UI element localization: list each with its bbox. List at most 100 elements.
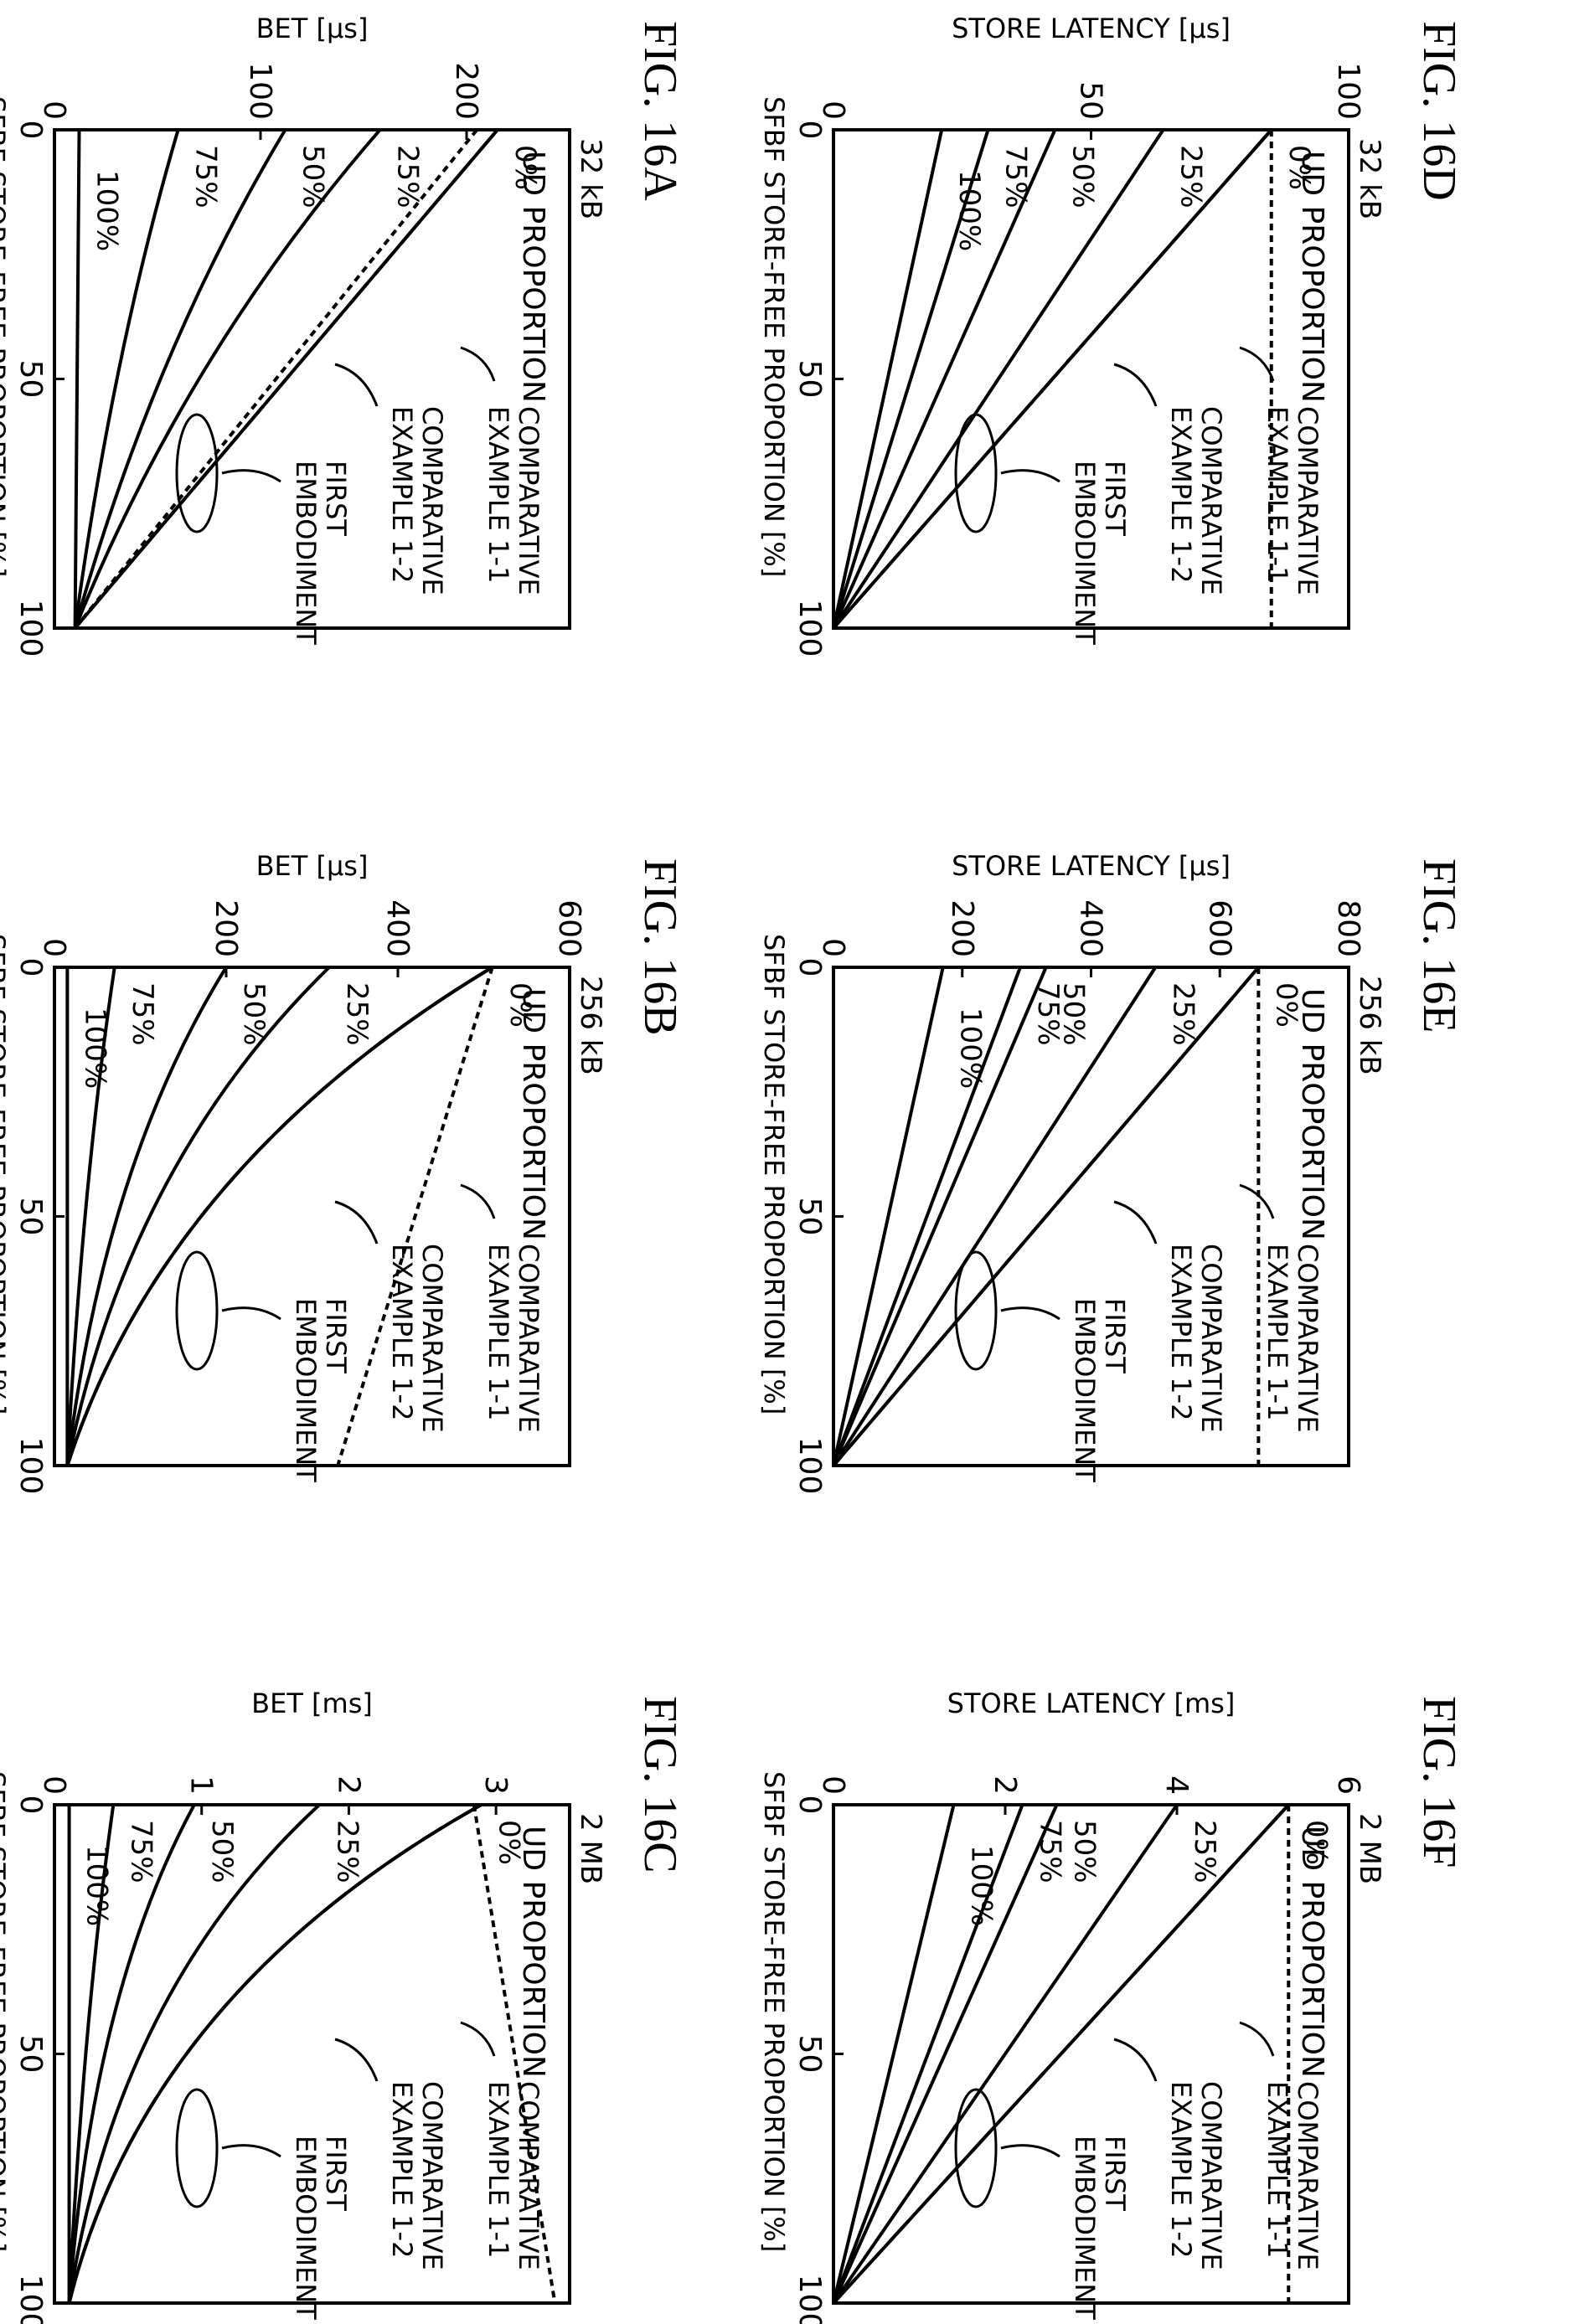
y-tick-label: 3	[478, 1775, 513, 1795]
series-first-25pct	[73, 128, 382, 629]
figure-caption: FIG. 16E	[1413, 858, 1465, 1033]
size-label: 2 MB	[1353, 1813, 1386, 1884]
ud-label: 50%	[237, 982, 271, 1046]
first-embodiment-label: FIRST	[1099, 1298, 1131, 1373]
series-first-100pct	[832, 966, 945, 1466]
series-cmp11	[336, 966, 494, 1466]
cmp12-label: EXAMPLE 1-2	[386, 1244, 418, 1420]
series-first-100pct	[832, 129, 944, 629]
first-leader	[221, 1306, 281, 1321]
series-cmp11	[472, 1804, 557, 2304]
size-label: 2 MB	[574, 1813, 607, 1884]
cmp12-label: COMPARATIVE	[1195, 2081, 1227, 2270]
y-tick-label: 0	[37, 1775, 71, 1795]
ud-proportion-label: UD PROPORTION	[516, 1826, 550, 2078]
series-first-25pct	[65, 966, 331, 1466]
cmp12-label: EXAMPLE 1-2	[1165, 406, 1197, 583]
ud-label: 100%	[954, 1007, 988, 1089]
cmp11-label: COMPARATIVE	[1292, 1244, 1324, 1433]
series-first-100pct	[832, 1804, 956, 2304]
figure-caption: FIG. 16B	[634, 858, 686, 1036]
ud-label: 100%	[90, 170, 124, 251]
x-axis-label: SFBF STORE-FREE PROPORTION [%]	[0, 1771, 11, 2252]
y-axis-label: STORE LATENCY [μs]	[952, 850, 1231, 882]
ud-label: 25%	[340, 982, 374, 1046]
first-leader	[1000, 469, 1060, 483]
cmp12-label: EXAMPLE 1-2	[386, 2081, 418, 2258]
first-embodiment-label: EMBODIMENT	[1069, 1298, 1101, 1482]
ud-label: 0%	[493, 1820, 526, 1865]
first-embodiment-bracket	[954, 1250, 998, 1371]
y-tick-label: 800	[1331, 899, 1365, 957]
y-axis-label: BET [ms]	[251, 1688, 373, 1719]
x-tick-label: 100	[13, 2275, 48, 2324]
first-embodiment-label: FIRST	[320, 1298, 352, 1373]
chart-16c: FIG. 16C 2 MB 0 1 2 3 0 50 100 SFBF STORE-FREE PR…	[0, 1688, 686, 2324]
cmp11-leader	[1239, 346, 1275, 382]
cmp12-label: EXAMPLE 1-2	[386, 406, 418, 583]
size-label: 32 kB	[574, 138, 607, 219]
x-tick-label: 100	[792, 1437, 827, 1495]
y-tick-label: 0	[816, 100, 850, 120]
cmp11-label: COMPARATIVE	[1292, 2081, 1324, 2270]
cmp11-label: COMPARATIVE	[1292, 406, 1324, 595]
series-first-75pct	[832, 1804, 1024, 2304]
size-label: 256 kB	[574, 976, 607, 1075]
y-tick-label: 0	[816, 938, 850, 957]
y-axis-label: BET [μs]	[256, 850, 369, 882]
series-first-0pct	[65, 966, 493, 1466]
x-tick-label: 0	[13, 1796, 48, 1815]
ud-label: 0%	[1282, 145, 1316, 190]
cmp11-label: EXAMPLE 1-1	[1262, 2081, 1293, 2258]
series-first-50pct	[832, 966, 1048, 1466]
series-first-100pct	[73, 129, 81, 629]
cmp11-leader	[1239, 2021, 1275, 2057]
ud-proportion-label: UD PROPORTION	[1295, 988, 1329, 1240]
x-tick-label: 0	[792, 121, 827, 140]
y-tick-label: 400	[1074, 899, 1108, 957]
ud-proportion-label: UD PROPORTION	[1295, 151, 1329, 403]
cmp12-label: EXAMPLE 1-2	[1165, 2081, 1197, 2258]
y-tick-label: 200	[945, 899, 979, 957]
ud-label: 25%	[1188, 1820, 1221, 1883]
ud-label: 75%	[126, 982, 159, 1046]
ud-label: 25%	[1166, 982, 1200, 1046]
cmp11-label: COMPARATIVE	[513, 406, 544, 595]
series-first-50pct	[65, 966, 228, 1466]
x-tick-label: 50	[13, 360, 48, 399]
cmp12-label: COMPARATIVE	[416, 1244, 448, 1433]
y-tick-label: 2	[331, 1775, 365, 1795]
ud-label: 100%	[965, 1845, 998, 1926]
cmp11-label: COMPARATIVE	[513, 2081, 544, 2270]
y-axis-label: STORE LATENCY [ms]	[947, 1688, 1236, 1719]
y-tick-label: 600	[1202, 899, 1236, 957]
cmp11-label: EXAMPLE 1-1	[1262, 1244, 1293, 1420]
y-tick-label: 200	[209, 899, 243, 957]
series-first-50pct	[832, 129, 1057, 629]
first-embodiment-label: EMBODIMENT	[290, 461, 322, 645]
cmp11-label: COMPARATIVE	[513, 1244, 544, 1433]
cmp12-label: COMPARATIVE	[416, 406, 448, 595]
series-first-25pct	[832, 128, 1165, 630]
cmp12-leader	[334, 2038, 379, 2082]
x-tick-label: 100	[13, 1437, 48, 1495]
y-tick-label: 2	[988, 1775, 1022, 1795]
series-first-0pct	[74, 128, 499, 630]
first-embodiment-label: EMBODIMENT	[1069, 461, 1101, 645]
x-tick-label: 100	[792, 2275, 827, 2324]
cmp11-leader	[460, 1183, 496, 1219]
ud-label: 0%	[1269, 982, 1303, 1028]
first-leader	[221, 2144, 281, 2158]
series-first-75pct	[832, 129, 990, 629]
ud-label: 100%	[952, 170, 986, 251]
cmp11-leader	[1239, 1183, 1275, 1219]
cmp12-leader	[1113, 363, 1158, 407]
series-first-75pct	[73, 129, 180, 629]
cmp11-label: EXAMPLE 1-1	[482, 2081, 514, 2258]
y-axis-label: STORE LATENCY [μs]	[952, 13, 1231, 44]
ud-label: 50%	[205, 1820, 239, 1883]
ud-label: 100%	[80, 1845, 114, 1926]
